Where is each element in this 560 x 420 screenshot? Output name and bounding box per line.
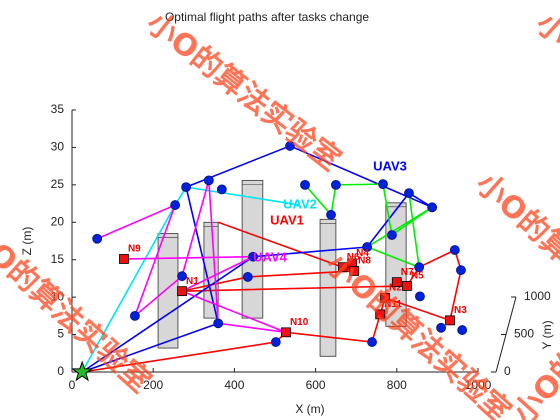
waypoint xyxy=(213,318,224,329)
waypoint xyxy=(203,175,214,186)
flight-path xyxy=(82,221,462,373)
waypoint xyxy=(449,245,460,255)
x-tick-label: 1000 xyxy=(465,378,492,392)
target xyxy=(391,277,402,288)
y-tick-label: 0 xyxy=(504,364,511,378)
chart-title: Optimal flight paths after tasks change xyxy=(165,10,369,24)
x-tick-label: 800 xyxy=(387,378,407,392)
waypoint xyxy=(130,310,140,321)
waypoint xyxy=(170,200,181,210)
base-station xyxy=(71,360,94,382)
waypoint xyxy=(300,179,310,190)
y-tick-label: 1000 xyxy=(524,289,551,303)
target-label: N10 xyxy=(290,317,309,328)
target xyxy=(337,262,348,273)
target xyxy=(445,315,455,326)
y-tick-label: 500 xyxy=(514,327,534,341)
waypoint xyxy=(181,182,191,193)
waypoint xyxy=(415,291,425,302)
target-label: N7 xyxy=(401,267,414,278)
waypoint xyxy=(270,337,281,347)
waypoint xyxy=(457,325,468,335)
target xyxy=(375,309,386,320)
target xyxy=(349,266,360,276)
uav-label: UAV1 xyxy=(270,212,304,227)
target-label: N5 xyxy=(411,271,424,282)
waypoint xyxy=(326,209,336,220)
waypoint xyxy=(436,322,446,333)
waypoint xyxy=(427,202,438,213)
waypoint xyxy=(367,337,377,347)
y-axis-label: Y (m) xyxy=(540,320,554,349)
uav-label: UAV4 xyxy=(253,249,287,264)
building xyxy=(241,179,264,319)
z-tick-label: 30 xyxy=(51,140,65,154)
waypoint xyxy=(456,265,466,276)
target-label: N9 xyxy=(128,244,141,255)
waypoint xyxy=(404,188,414,198)
target-label: N2 xyxy=(389,283,402,294)
uav-label: UAV3 xyxy=(373,158,407,173)
z-tick-label: 35 xyxy=(51,102,65,116)
target xyxy=(177,286,187,297)
z-tick-label: 15 xyxy=(51,252,65,266)
target-label: N11 xyxy=(384,299,402,310)
x-axis-label: X (m) xyxy=(295,402,324,416)
z-axis-label: Z (m) xyxy=(20,227,34,256)
z-tick-label: 10 xyxy=(51,289,65,303)
waypoint xyxy=(216,184,227,195)
target xyxy=(119,254,129,264)
waypoint xyxy=(285,141,295,151)
x-tick-label: 600 xyxy=(306,378,326,392)
x-tick-label: 200 xyxy=(143,378,163,392)
target xyxy=(281,327,291,338)
target-label: N8 xyxy=(358,256,371,267)
z-tick-label: 20 xyxy=(51,214,65,228)
target xyxy=(380,292,390,303)
waypoint xyxy=(378,179,388,190)
flight-path xyxy=(81,186,300,373)
waypoint xyxy=(177,271,187,282)
waypoint xyxy=(387,230,397,240)
building xyxy=(157,233,179,349)
flight-path xyxy=(96,180,287,334)
waypoint xyxy=(362,242,373,252)
waypoint xyxy=(248,251,258,262)
waypoint xyxy=(242,272,253,282)
waypoint xyxy=(330,179,341,190)
waypoint xyxy=(92,233,103,244)
x-tick-label: 0 xyxy=(69,378,76,392)
z-tick-label: 25 xyxy=(51,177,65,191)
target-label: N4 xyxy=(356,248,369,259)
target-label: N3 xyxy=(454,305,467,316)
z-tick-label: 5 xyxy=(57,327,64,341)
uav-label: UAV2 xyxy=(283,196,317,211)
target xyxy=(402,281,412,291)
waypoint xyxy=(414,262,425,273)
x-tick-label: 400 xyxy=(224,378,244,392)
target-label: N1 xyxy=(186,276,199,287)
target-label: N6 xyxy=(347,252,360,263)
z-tick-label: 0 xyxy=(57,364,64,378)
